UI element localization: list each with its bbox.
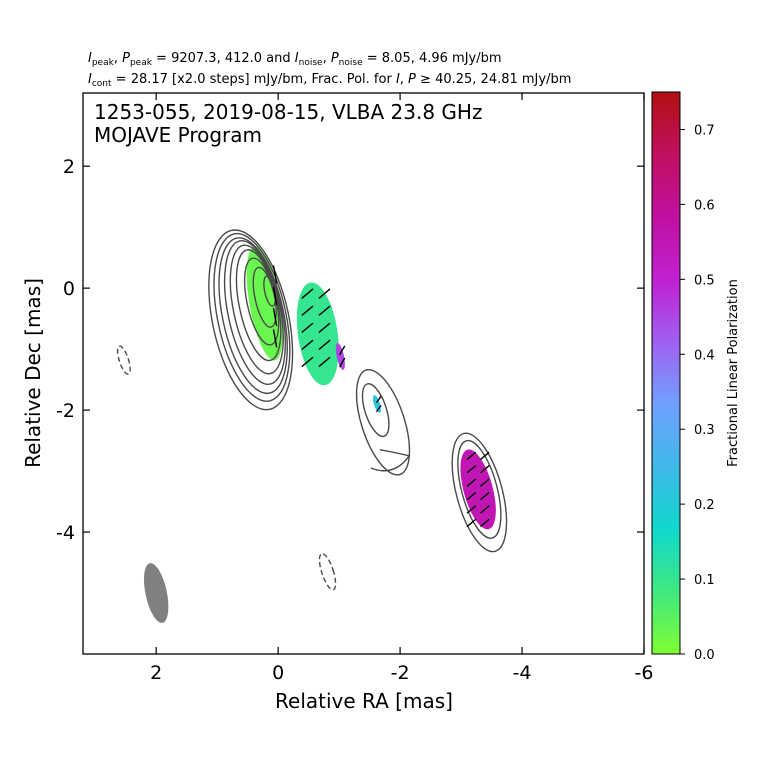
evpa-vector: [480, 505, 490, 514]
colorbar-tick-label: 0.1: [694, 573, 715, 588]
jet-contour: [355, 368, 411, 476]
evpa-vector: [466, 491, 477, 501]
knot-contour: [451, 432, 508, 553]
y-tick-label: 2: [63, 156, 75, 178]
negative-contour: [116, 345, 131, 375]
core-contour: [223, 240, 286, 386]
plot-area: [116, 229, 508, 623]
evpa-vector: [318, 322, 331, 333]
colorbar-tick-label: 0.5: [694, 273, 715, 288]
evpa-vector: [318, 288, 331, 299]
x-tick-label: -2: [391, 662, 410, 684]
header-line-2: Icont = 28.17 [x2.0 steps] mJy/bm, Frac.…: [88, 72, 571, 89]
jet-tail-contour: [370, 449, 411, 472]
x-tick-label: -6: [635, 662, 654, 684]
core-contour: [213, 232, 291, 402]
evpa-vector: [466, 478, 477, 487]
chart-title-line-2: MOJAVE Program: [94, 123, 262, 147]
evpa-vector: [301, 288, 314, 299]
x-axis-label: Relative RA [mas]: [275, 689, 453, 713]
evpa-vector: [466, 518, 477, 528]
evpa-vector: [301, 305, 314, 316]
knot-contour: [457, 439, 502, 539]
colorbar-tick-label: 0.6: [694, 198, 715, 213]
colorbar-tick-label: 0.0: [694, 648, 715, 663]
colorbar-ticks: 0.0 0.1 0.2 0.3 0.4 0.5 0.6 0.7: [680, 123, 715, 663]
evpa-vector: [301, 339, 314, 351]
evpa-vector: [480, 491, 490, 501]
y-tick-label: -4: [56, 522, 75, 544]
evpa-vector: [375, 395, 382, 404]
colorbar-label: Fractional Linear Polarization: [726, 279, 741, 467]
evpa-vector: [301, 322, 314, 333]
evpa-vector: [480, 518, 490, 528]
evpa-vector: [466, 465, 477, 474]
evpa-vector: [272, 308, 278, 327]
beam-ellipse: [143, 563, 169, 623]
polarization-region: [335, 342, 345, 370]
evpa-vector: [272, 329, 278, 348]
chart-title-line-1: 1253-055, 2019-08-15, VLBA 23.8 GHz: [94, 100, 482, 124]
evpa-vector: [318, 356, 331, 368]
evpa-vector: [466, 505, 477, 514]
polarization-region: [296, 282, 339, 386]
colorbar: [651, 91, 681, 655]
y-axis-label: Relative Dec [mas]: [21, 278, 45, 468]
y-tick-label: -2: [56, 400, 75, 422]
core-contour: [229, 244, 284, 375]
evpa-vector: [466, 451, 477, 461]
evpa-vector: [301, 356, 314, 368]
evpa-vector: [375, 404, 382, 413]
evpa-vector: [272, 265, 278, 284]
evpa-vector: [480, 451, 490, 461]
evpa-vector: [318, 339, 331, 351]
evpa-vector: [480, 465, 490, 474]
colorbar-tick-label: 0.4: [694, 348, 715, 363]
core-contour: [252, 266, 277, 328]
evpa-vector: [272, 286, 278, 305]
evpa-vectors: [272, 265, 490, 528]
intensity-contours: [116, 229, 508, 591]
core-contour: [208, 229, 294, 411]
x-tick-label: 0: [272, 662, 284, 684]
core-contour: [235, 249, 282, 362]
x-tick-label: -4: [513, 662, 532, 684]
axis-ticks: 2 0 -2 -4 -6 2 0 -2 -4: [56, 93, 653, 684]
x-tick-label: 2: [150, 662, 162, 684]
colorbar-tick-label: 0.7: [694, 123, 715, 138]
core-contour: [218, 237, 288, 395]
axes-frame: [82, 92, 645, 655]
evpa-vector: [338, 357, 346, 368]
jet-contour: [361, 383, 390, 438]
colorbar-tick-label: 0.3: [694, 423, 715, 438]
colorbar-tick-label: 0.2: [694, 498, 715, 513]
evpa-vector: [338, 345, 346, 356]
evpa-vector: [318, 305, 331, 316]
header-line-1: Ipeak, Ppeak = 9207.3, 412.0 and Inoise,…: [88, 51, 502, 68]
negative-contour: [318, 552, 337, 591]
polarization-region: [460, 449, 496, 530]
evpa-vector: [480, 478, 490, 487]
y-tick-label: 0: [63, 278, 75, 300]
